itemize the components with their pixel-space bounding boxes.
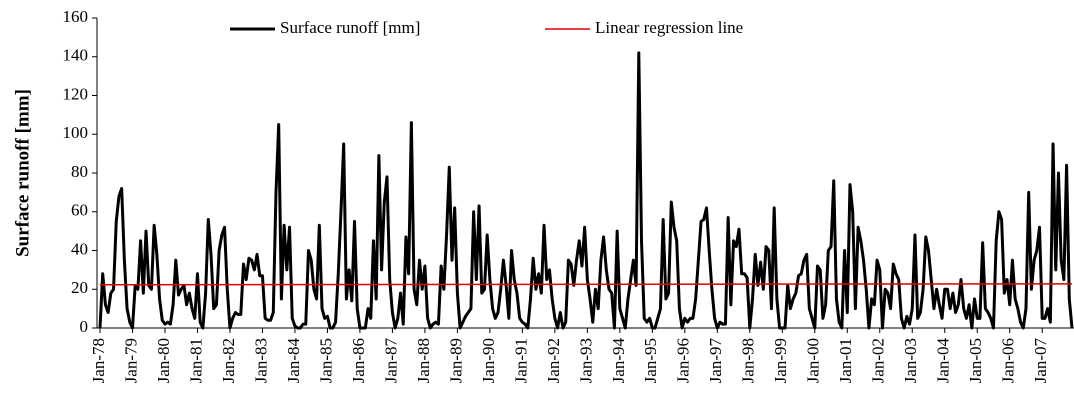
legend-label: Linear regression line: [595, 18, 743, 37]
x-tick-label: Jan-78: [89, 338, 108, 383]
x-tick-label: Jan-00: [804, 338, 823, 383]
y-tick-label: 40: [71, 239, 88, 258]
x-tick-label: Jan-99: [771, 338, 790, 383]
data-line: [98, 51, 1074, 330]
x-tick-label: Jan-02: [869, 338, 888, 383]
x-tick-label: Jan-90: [479, 338, 498, 383]
x-tick-label: Jan-83: [251, 338, 270, 383]
y-tick-label: 60: [71, 201, 88, 220]
x-tick-label: Jan-82: [219, 338, 238, 383]
y-tick-label: 140: [63, 46, 89, 65]
x-tick-label: Jan-89: [446, 338, 465, 383]
x-tick-label: Jan-92: [544, 338, 563, 383]
x-tick-label: Jan-80: [154, 338, 173, 383]
x-tick-label: Jan-84: [284, 338, 303, 384]
x-tick-label: Jan-04: [934, 338, 953, 384]
x-tick-label: Jan-97: [706, 338, 725, 384]
y-tick-label: 120: [63, 84, 89, 103]
x-tick-label: Jan-06: [999, 338, 1018, 383]
x-tick-label: Jan-91: [511, 338, 530, 383]
x-tick-label: Jan-86: [349, 338, 368, 383]
x-tick-label: Jan-94: [609, 338, 628, 384]
legend-label: Surface runoff [mm]: [280, 18, 420, 37]
x-tick-label: Jan-05: [966, 338, 985, 383]
x-tick-label: Jan-01: [836, 338, 855, 383]
x-tick-label: Jan-96: [674, 338, 693, 383]
x-tick-label: Jan-03: [901, 338, 920, 383]
x-tick-label: Jan-87: [381, 338, 400, 384]
y-tick-label: 100: [63, 123, 89, 142]
regression-line: [99, 283, 1073, 286]
x-tick-label: Jan-95: [641, 338, 660, 383]
x-tick-label: Jan-07: [1031, 338, 1050, 384]
x-tick-label: Jan-98: [739, 338, 758, 383]
y-tick-label: 0: [80, 317, 89, 336]
y-tick-label: 160: [63, 7, 89, 26]
x-tick-label: Jan-88: [414, 338, 433, 383]
y-tick-label: 80: [71, 162, 88, 181]
y-tick-label: 20: [71, 278, 88, 297]
x-tick-label: Jan-93: [576, 338, 595, 383]
x-tick-label: Jan-81: [186, 338, 205, 383]
x-tick-label: Jan-85: [316, 338, 335, 383]
y-axis-label: Surface runoff [mm]: [12, 89, 33, 257]
x-tick-label: Jan-79: [121, 338, 140, 383]
